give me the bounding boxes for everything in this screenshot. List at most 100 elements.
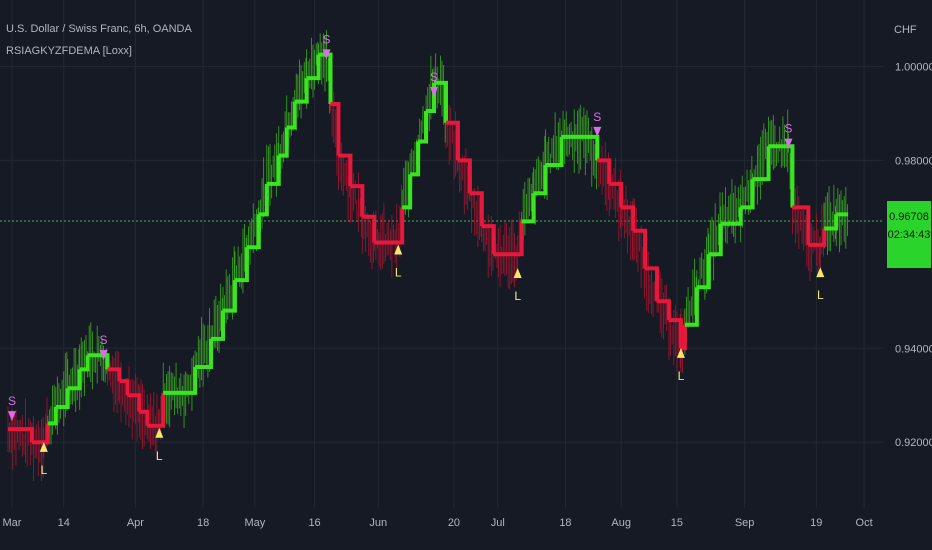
dema-step <box>445 120 460 161</box>
dema-step <box>680 324 687 351</box>
x-tick-label: May <box>244 517 265 529</box>
x-tick-label: 14 <box>58 517 70 529</box>
x-tick-label: 16 <box>308 517 320 529</box>
chart-title: U.S. Dollar / Swiss Franc, 6h, OANDA <box>6 23 192 35</box>
x-tick-label: Jun <box>369 517 387 529</box>
long-signal-marker <box>39 441 48 452</box>
dema-step <box>107 367 122 382</box>
dema-step <box>234 247 249 283</box>
dema-step <box>338 153 353 187</box>
dema-step <box>668 318 683 349</box>
dema-step <box>278 127 289 158</box>
short-signal-label: S <box>100 333 108 347</box>
dema-step <box>43 423 50 445</box>
dema-step <box>258 183 269 217</box>
long-signal-label: L <box>678 369 685 383</box>
long-signal-label: L <box>156 449 163 463</box>
dema-step <box>481 224 496 255</box>
dema-step <box>517 221 524 257</box>
dema-step <box>708 223 723 257</box>
x-tick-label: Mar <box>2 517 21 529</box>
short-signal-label: S <box>784 122 792 136</box>
price-axis: 1.00000 0.98000 0.94000 0.92000 <box>895 61 932 449</box>
dema-step <box>418 111 429 144</box>
dema-step <box>119 379 130 396</box>
dema-step <box>139 409 150 426</box>
dema-step <box>720 207 743 226</box>
short-signal-label: S <box>8 394 16 408</box>
dema-step <box>222 280 237 313</box>
short-signal-marker <box>593 126 602 137</box>
long-signal-marker <box>155 427 164 438</box>
dema-step <box>824 214 839 231</box>
short-signal-marker <box>784 138 793 149</box>
long-signal-label: L <box>395 266 402 280</box>
short-signal-label: S <box>323 32 331 46</box>
dema-step <box>286 101 297 130</box>
dema-step <box>246 214 261 250</box>
dema-step <box>696 254 711 290</box>
x-tick-label: Aug <box>611 517 631 529</box>
dema-step <box>266 155 281 186</box>
x-tick-label: 15 <box>671 517 683 529</box>
dema-step <box>521 193 536 224</box>
dema-step <box>211 310 225 341</box>
x-tick-label: 20 <box>448 517 460 529</box>
long-signal-label: L <box>817 288 824 302</box>
dema-step <box>792 205 811 245</box>
dema-step <box>398 207 405 245</box>
dema-step <box>410 141 421 177</box>
dema-step <box>402 174 413 210</box>
dema-step <box>788 144 795 208</box>
short-signal-marker <box>7 411 16 422</box>
dema-step <box>79 355 90 372</box>
dema-step <box>330 101 341 156</box>
long-signal-marker <box>513 268 522 279</box>
x-tick-label: Apr <box>127 517 144 529</box>
dema-step <box>67 369 82 391</box>
dema-step <box>469 191 484 227</box>
long-signal-marker <box>676 347 685 358</box>
dema-step <box>442 80 448 123</box>
dema-step <box>7 427 34 443</box>
y-tick-label: 0.92000 <box>895 437 932 449</box>
x-tick-label: Sep <box>735 517 755 529</box>
dema-step <box>159 392 166 428</box>
dema-step <box>597 158 612 184</box>
dema-step <box>362 214 377 243</box>
x-tick-label: Oct <box>856 517 873 529</box>
dema-step <box>609 181 624 208</box>
dema-step <box>47 406 58 426</box>
dema-step <box>350 184 365 217</box>
dema-step <box>457 158 472 194</box>
y-tick-label: 1.00000 <box>895 61 932 73</box>
x-tick-label: 18 <box>197 517 209 529</box>
dema-step <box>657 299 671 321</box>
short-signal-marker <box>322 49 331 60</box>
bar-countdown: 02:34:43 <box>887 229 931 241</box>
dema-step <box>55 388 70 409</box>
currency-label: CHF <box>894 24 917 36</box>
x-tick-label: 18 <box>559 517 571 529</box>
x-tick-label: Jul <box>491 517 505 529</box>
dema-step <box>820 228 827 247</box>
dema-step <box>187 367 198 395</box>
long-signal-label: L <box>514 289 521 303</box>
dema-step <box>533 165 548 196</box>
time-axis: Mar 14 Apr 18 May 16 Jun 20 Jul 18 Aug 15 Sep 19 Oct <box>2 517 872 529</box>
indicator-label[interactable]: RSIAGKYZFDEMA [Loxx] <box>6 45 132 57</box>
y-tick-label: 0.98000 <box>895 155 932 167</box>
short-signal-marker <box>99 350 108 361</box>
long-signal-marker <box>394 244 403 255</box>
dema-step <box>326 52 333 104</box>
dema-step <box>684 287 699 327</box>
dema-step <box>621 205 636 231</box>
short-signal-label: S <box>593 110 601 124</box>
dema-step <box>740 179 755 210</box>
last-price-tag: 0.96708 02:34:43 <box>887 201 931 268</box>
long-signal-marker <box>816 267 825 278</box>
short-signal-marker <box>430 86 439 97</box>
dema-step <box>127 393 142 412</box>
y-tick-label: 0.94000 <box>895 343 932 355</box>
